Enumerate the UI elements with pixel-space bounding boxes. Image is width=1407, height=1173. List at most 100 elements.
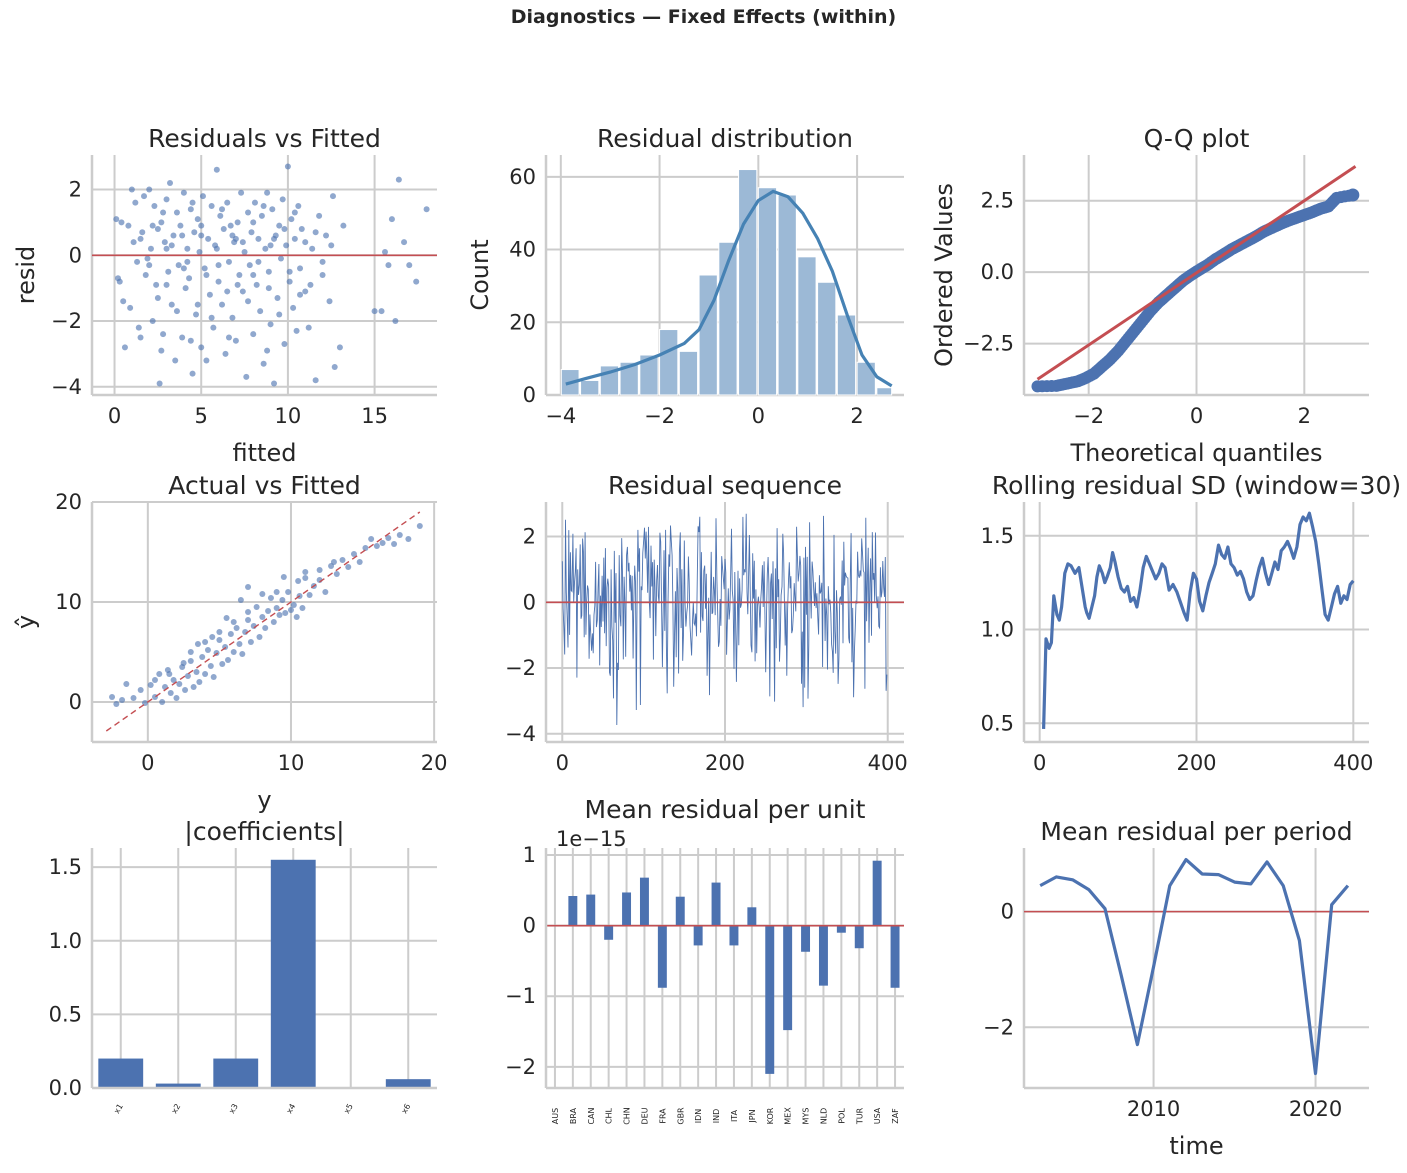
y-tick-label: 0 <box>69 243 82 267</box>
axis-offset-label: 1e−15 <box>556 827 627 851</box>
chart-resid_fitted: 0 5 10 15 −4 −2 0 2 Residuals vs Fitted fitted res… <box>12 124 437 467</box>
actual-fitted-point <box>316 567 323 573</box>
histogram-bar <box>698 274 718 396</box>
x-tick-label: MYS <box>802 1108 811 1125</box>
y-tick-label: 0.5 <box>49 1002 82 1026</box>
residual-point <box>213 166 220 173</box>
residual-point <box>385 262 392 269</box>
residual-point <box>232 337 239 344</box>
chart-title: Mean residual per period <box>1040 817 1352 846</box>
x-tick-label: 10 <box>275 404 302 428</box>
actual-fitted-point <box>299 605 306 611</box>
residual-point <box>305 324 312 331</box>
residual-point <box>255 235 262 242</box>
unit-mean-bar <box>604 925 614 940</box>
y-tick-label: 0.0 <box>981 260 1014 284</box>
residual-point <box>264 189 271 196</box>
residual-point <box>132 199 139 206</box>
residual-point <box>243 373 250 380</box>
histogram-bar <box>817 281 837 396</box>
actual-fitted-point <box>333 571 340 577</box>
chart-mean_resid_unit: −2 −1 0 1 AUS BRA CAN CHL CHN DEU FRA GBR IDN IND ITA J… <box>505 795 904 1125</box>
x-axis-label: y <box>257 786 271 814</box>
actual-fitted-point <box>224 657 231 663</box>
actual-fitted-point <box>223 615 230 621</box>
residual-point <box>219 301 226 308</box>
actual-fitted-point <box>209 634 216 640</box>
residual-point <box>423 206 430 213</box>
y-tick-label: −1 <box>505 984 536 1008</box>
y-tick-label: 2 <box>523 525 536 549</box>
residual-point <box>241 248 248 255</box>
actual-fitted-point <box>227 631 234 637</box>
actual-fitted-point <box>199 654 206 660</box>
period-mean-line <box>1039 858 1350 1076</box>
x-tick-label: 0 <box>108 404 121 428</box>
actual-fitted-point <box>202 671 209 677</box>
y-tick-label: 2.5 <box>981 189 1014 213</box>
y-tick-label: 10 <box>55 590 82 614</box>
unit-mean-bar <box>765 925 775 1074</box>
residual-point <box>224 288 231 295</box>
residual-point <box>180 189 187 196</box>
actual-fitted-point <box>265 608 272 614</box>
x-tick-label: 2020 <box>1289 1097 1342 1121</box>
unit-mean-bar <box>872 860 882 926</box>
y-axis-label: ŷ <box>12 615 40 629</box>
histogram-bar <box>580 379 600 396</box>
residual-point <box>238 189 245 196</box>
x-tick-label: x4 <box>285 1102 298 1115</box>
residual-point <box>196 248 203 255</box>
residual-point <box>141 193 148 200</box>
residual-point <box>245 298 252 305</box>
residual-point <box>120 298 127 305</box>
residual-point <box>175 262 182 269</box>
x-axis-label: time <box>1169 1132 1223 1160</box>
x-tick-label: DEU <box>640 1107 649 1124</box>
actual-fitted-point <box>259 591 266 597</box>
actual-fitted-point <box>267 595 274 601</box>
x-tick-label: 0 <box>752 404 765 428</box>
x-tick-label: FRA <box>658 1108 667 1124</box>
actual-fitted-point <box>280 574 287 580</box>
residual-sequence-line <box>561 513 888 726</box>
x-tick-label: NLD <box>819 1108 828 1125</box>
residual-point <box>329 193 336 200</box>
actual-fitted-point <box>282 610 289 616</box>
chart-title: Residual sequence <box>608 471 842 500</box>
residual-point <box>179 334 186 341</box>
actual-fitted-point <box>113 701 120 707</box>
histogram-bar <box>738 169 758 396</box>
y-tick-label: 0.0 <box>49 1076 82 1100</box>
actual-fitted-point <box>295 578 302 584</box>
residual-point <box>298 225 305 232</box>
residual-point <box>165 268 172 275</box>
residual-point <box>302 239 309 246</box>
y-tick-label: 0 <box>523 914 536 938</box>
residual-point <box>156 380 163 387</box>
residual-point <box>381 248 388 255</box>
actual-fitted-point <box>330 559 337 565</box>
residual-point <box>180 265 187 272</box>
actual-fitted-point <box>247 639 254 645</box>
x-tick-label: USA <box>873 1107 882 1124</box>
residual-point <box>302 288 309 295</box>
residual-point <box>153 281 160 288</box>
y-axis-label: Count <box>466 239 494 310</box>
actual-fitted-point <box>182 687 189 693</box>
residual-point <box>316 212 323 219</box>
histogram-bar <box>678 350 699 396</box>
residual-point <box>121 344 128 351</box>
y-tick-label: −2.5 <box>963 332 1014 356</box>
actual-fitted-point <box>273 605 280 611</box>
actual-fitted-point <box>345 564 352 570</box>
x-tick-label: 5 <box>195 404 208 428</box>
residual-point <box>118 219 125 226</box>
residual-point <box>295 202 302 209</box>
y-tick-label: −4 <box>51 375 82 399</box>
x-tick-label: −2 <box>1073 404 1104 428</box>
residual-point <box>236 272 243 278</box>
actual-fitted-point <box>207 663 214 669</box>
unit-mean-bar <box>854 925 864 949</box>
